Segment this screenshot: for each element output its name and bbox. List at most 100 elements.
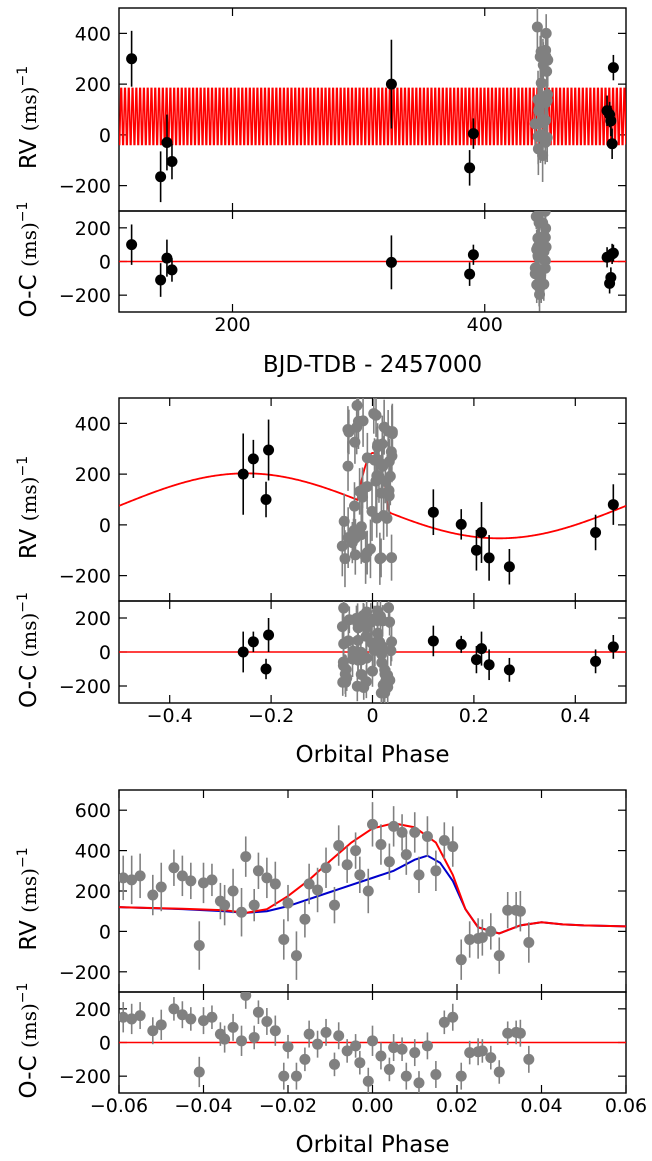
marker — [248, 899, 260, 911]
y-tick-label: 400 — [75, 413, 111, 435]
marker — [247, 453, 259, 465]
data-point — [367, 1025, 378, 1056]
marker — [236, 906, 248, 918]
data-point — [368, 398, 380, 434]
marker — [370, 475, 382, 487]
marker — [467, 249, 479, 261]
marker — [438, 1016, 450, 1028]
model-curve-blue — [119, 854, 626, 935]
data-point — [413, 856, 425, 894]
marker — [430, 1068, 442, 1080]
marker — [168, 1003, 180, 1015]
y-tick-label: 200 — [75, 881, 111, 903]
marker — [368, 613, 380, 625]
data-point — [237, 433, 249, 515]
marker — [161, 136, 173, 148]
data-point — [464, 150, 476, 186]
data-point — [236, 887, 248, 937]
marker — [427, 635, 439, 647]
data-point — [126, 1003, 138, 1035]
data-point — [134, 1002, 146, 1030]
data-point — [383, 464, 395, 517]
data-point — [269, 1015, 281, 1046]
marker — [248, 1031, 260, 1043]
marker — [464, 162, 476, 174]
marker — [421, 830, 433, 842]
data-point — [532, 226, 544, 267]
data-point — [350, 1034, 362, 1058]
data-point — [366, 655, 378, 687]
data-point — [368, 633, 380, 667]
marker — [535, 77, 547, 89]
data-point — [237, 631, 249, 673]
data-point — [198, 1007, 209, 1035]
marker — [340, 676, 352, 688]
marker — [337, 660, 349, 672]
marker — [166, 156, 178, 168]
data-point — [483, 535, 495, 581]
data-point — [503, 548, 515, 585]
data-point — [371, 498, 383, 538]
marker — [493, 1066, 505, 1078]
data-point — [531, 8, 543, 54]
marker — [464, 268, 476, 280]
y-tick-label: 0 — [99, 1033, 111, 1055]
marker — [455, 954, 467, 966]
data-point — [421, 1032, 433, 1060]
chart-panel-time-series: −200 0 200 400 −200 0 200 200 400 BJD-TDB - 24570… — [15, 7, 627, 378]
data-point — [185, 862, 197, 900]
data-point — [514, 1019, 526, 1047]
marker — [198, 877, 209, 889]
model-curve — [119, 452, 626, 540]
marker — [375, 839, 387, 851]
marker — [532, 240, 544, 252]
marker — [350, 845, 362, 857]
marker — [227, 1021, 239, 1033]
data-point — [303, 863, 315, 905]
marker — [607, 499, 619, 511]
marker — [607, 62, 619, 74]
y-tick-label: 200 — [75, 74, 111, 96]
data-point — [333, 825, 345, 866]
marker — [240, 851, 252, 863]
marker — [607, 641, 619, 653]
marker — [147, 1025, 159, 1037]
data-point — [503, 657, 515, 682]
marker — [366, 505, 378, 517]
data-point — [155, 151, 167, 203]
marker — [483, 659, 495, 671]
data-point — [502, 892, 514, 929]
marker — [541, 132, 553, 144]
marker — [607, 247, 619, 259]
data-point — [343, 409, 355, 455]
data-point — [536, 73, 548, 122]
x-tick-label: 0.06 — [605, 1095, 647, 1117]
y-tick-label: 0 — [99, 252, 111, 274]
y-tick-label: −200 — [59, 285, 111, 307]
data-point — [400, 1062, 412, 1090]
marker — [396, 826, 408, 838]
marker — [278, 1070, 290, 1082]
marker — [354, 869, 366, 881]
data-point — [347, 640, 359, 677]
data-point — [236, 1025, 248, 1056]
marker — [342, 635, 354, 647]
data-point — [386, 534, 398, 581]
marker — [320, 1026, 332, 1038]
data-point — [430, 850, 442, 891]
rv-axis-label: RV (ms)−1 — [15, 847, 42, 950]
data-point — [375, 1042, 387, 1070]
marker — [338, 515, 350, 527]
rv-axis-label: RV (ms)−1 — [15, 66, 42, 169]
data-point — [376, 415, 388, 473]
data-point — [400, 834, 412, 875]
rv-subplot: −200 0 200 400 600 — [59, 789, 627, 993]
data-point — [248, 888, 260, 922]
marker — [379, 668, 391, 680]
marker — [485, 1052, 497, 1064]
marker — [328, 899, 340, 911]
marker — [336, 621, 348, 633]
marker — [176, 870, 188, 882]
data-point — [483, 649, 495, 681]
